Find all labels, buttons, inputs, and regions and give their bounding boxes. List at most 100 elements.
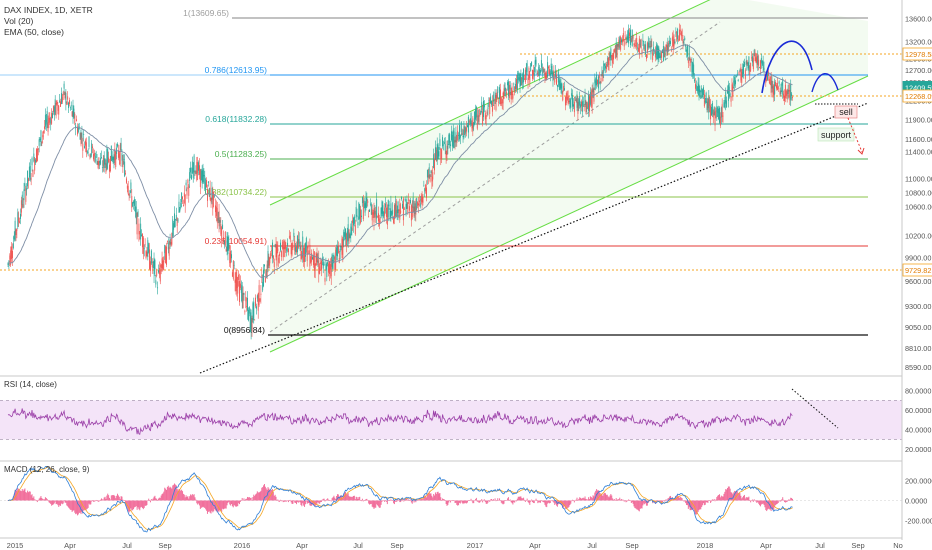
macd-histogram-bar [378,500,380,508]
price-pane[interactable]: 1(13609.65)0.786(12613.95)0.618(11832.28… [0,0,902,374]
macd-histogram-bar [455,500,457,503]
candle-body [697,82,699,92]
rsi-pane[interactable]: RSI (14, close) [0,380,902,440]
candle-body [496,92,498,99]
macd-histogram-bar [253,494,255,501]
macd-pane[interactable]: MACD (12, 26, close, 9) [0,465,902,533]
candle-body [747,62,749,69]
macd-histogram-bar [111,495,113,501]
candle-body [305,238,307,248]
time-tick-label: 2018 [697,541,714,550]
macd-histogram-bar [366,498,368,501]
candle-body [499,89,501,104]
macd-histogram-bar [382,500,384,501]
macd-histogram-bar [518,496,520,501]
candle-body [677,28,679,40]
channel-lower-line [269,75,869,353]
macd-histogram-bar [483,499,485,501]
candle-body [489,98,491,115]
macd-histogram-bar [304,500,306,507]
candle-body [495,94,497,111]
candle-body [612,55,614,64]
candle-body [767,73,769,80]
macd-histogram-bar [141,500,143,509]
macd-histogram-bar [761,500,763,505]
candle-body [264,264,265,267]
candle-body [199,169,201,187]
macd-histogram-bar [254,495,256,501]
candle-body [413,206,415,217]
candle-body [22,204,24,208]
macd-histogram-bar [199,500,201,509]
candle-body [685,45,687,47]
macd-histogram-bar [261,487,263,501]
candle-body [649,46,651,47]
candle-body [42,135,44,138]
candle-body [179,208,181,212]
macd-histogram-bar [265,488,267,501]
candle-body [60,101,61,107]
candle-body [161,258,163,269]
candle-body [301,253,303,258]
candle-body [294,240,296,251]
macd-histogram-bar [18,488,20,501]
candle-body [71,111,73,117]
macd-histogram-bar [257,492,259,501]
candle-body [624,35,626,37]
candle-body [693,64,695,76]
candle-body [760,60,761,69]
candle-body [371,209,373,221]
candle-body [8,260,10,262]
candle-body [503,88,505,99]
candle-body [283,247,285,250]
macd-histogram-bar [69,500,71,510]
macd-histogram-bar [151,499,153,501]
macd-histogram-bar [379,500,381,508]
macd-histogram-bar [622,499,624,501]
candle-body [441,149,443,160]
macd-histogram-bar [96,500,98,501]
macd-histogram-bar [756,500,758,503]
candle-body [90,153,92,156]
candle-body [487,107,489,109]
macd-histogram-bar [434,492,436,501]
macd-histogram-bar [431,495,433,501]
macd-histogram-bar [220,500,222,511]
candle-body [742,68,744,77]
macd-histogram-bar [608,497,610,501]
macd-histogram-bar [789,500,791,501]
candle-body [76,119,78,122]
macd-histogram-bar [628,499,630,501]
candle-body [726,100,728,107]
candle-body [779,90,781,95]
macd-histogram-bar [782,497,784,501]
candle-body [791,93,793,96]
candle-body [459,134,461,138]
candle-body [711,103,713,114]
macd-histogram-bar [230,500,232,506]
macd-histogram-bar [316,500,318,504]
candle-body [776,85,777,89]
macd-histogram-bar [535,498,537,501]
candle-body [210,197,212,203]
candle-body [333,254,335,260]
macd-histogram-bar [452,500,454,501]
macd-histogram-bar [141,500,143,507]
candle-body [35,159,37,163]
macd-histogram-bar [332,497,334,501]
macd-histogram-bar [271,490,273,501]
macd-histogram-bar [662,500,663,503]
candle-body [255,306,257,309]
candle-body [428,167,430,178]
macd-histogram-bar [86,500,88,509]
candle-body [383,212,385,214]
macd-histogram-bar [426,497,428,501]
macd-histogram-bar [72,500,74,511]
candle-body [168,246,170,256]
macd-histogram-bar [155,498,157,501]
macd-histogram-bar [308,500,310,504]
macd-histogram-bar [522,498,524,501]
candle-body [307,245,309,249]
macd-histogram-bar [548,500,550,504]
